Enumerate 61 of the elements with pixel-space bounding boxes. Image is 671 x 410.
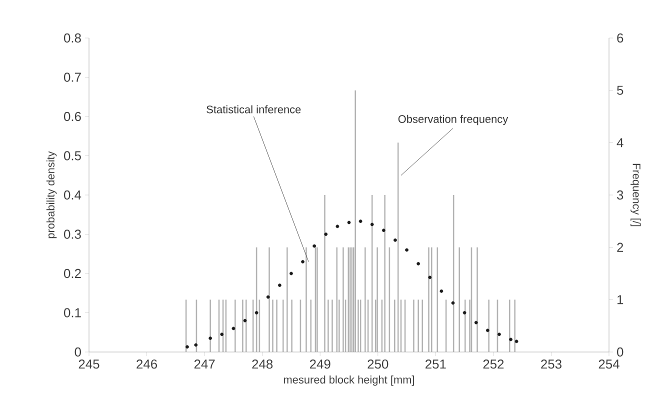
x-tick-label: 247 [194, 360, 215, 369]
y2-tick-label: 3 [617, 190, 624, 200]
x-tick-label: 251 [426, 360, 446, 369]
y2-tick-label: 5 [617, 86, 624, 95]
y2-tick-label: 6 [617, 33, 624, 43]
point [428, 276, 432, 280]
point [358, 220, 362, 223]
point [336, 224, 340, 228]
point [278, 284, 282, 287]
y-tick-label: 0.4 [64, 190, 82, 200]
point [220, 332, 224, 336]
point [312, 244, 316, 248]
point [382, 228, 386, 232]
point [486, 328, 490, 332]
point [498, 332, 501, 336]
x-tick-label: 249 [310, 360, 330, 369]
annotation: Statistical inference [206, 105, 301, 114]
point [451, 301, 455, 305]
point [370, 222, 374, 226]
point [474, 320, 478, 324]
y2-tick-label: 2 [617, 242, 624, 252]
point [186, 345, 189, 349]
x-tick-label: 254 [598, 360, 620, 369]
x-axis-title: mesured block height [mm] [284, 376, 414, 386]
point [194, 343, 198, 347]
y-tick-label: 0.6 [64, 112, 81, 122]
x-tick-label: 245 [78, 360, 100, 369]
point [416, 262, 420, 266]
y-tick-label: 0.5 [64, 151, 81, 160]
point [347, 220, 351, 224]
point [243, 318, 247, 322]
y2-tick-label: 4 [616, 138, 624, 148]
y-tick-label: 0.7 [64, 72, 81, 82]
y2-tick-label: 0 [617, 347, 624, 357]
y-tick-label: 0.8 [64, 33, 81, 43]
y-axis-title: probability density [46, 151, 57, 238]
annotation: Observation frequency [398, 114, 508, 126]
point [290, 272, 293, 276]
point [324, 232, 328, 236]
x-tick-label: 248 [252, 360, 273, 369]
point [208, 336, 212, 340]
point [254, 311, 258, 314]
point [514, 340, 518, 344]
point [405, 248, 408, 252]
point [462, 311, 466, 314]
x-tick-label: 246 [136, 360, 158, 369]
y-tick-label: 0 [74, 347, 81, 357]
x-tick-label: 252 [483, 360, 504, 369]
y-tick-label: 0.2 [64, 268, 81, 278]
point [266, 295, 270, 299]
y2-axis-title: Frequency [/] [630, 164, 641, 226]
point [232, 326, 236, 330]
y-tick-label: 0.3 [64, 230, 81, 239]
x-tick-label: 253 [541, 360, 562, 369]
point [301, 260, 304, 264]
y2-tick-label: 1 [617, 295, 624, 304]
point [394, 238, 397, 242]
y-tick-label: 0.1 [64, 308, 81, 318]
x-tick-label: 250 [368, 360, 388, 369]
point [440, 289, 444, 293]
point [509, 338, 512, 342]
